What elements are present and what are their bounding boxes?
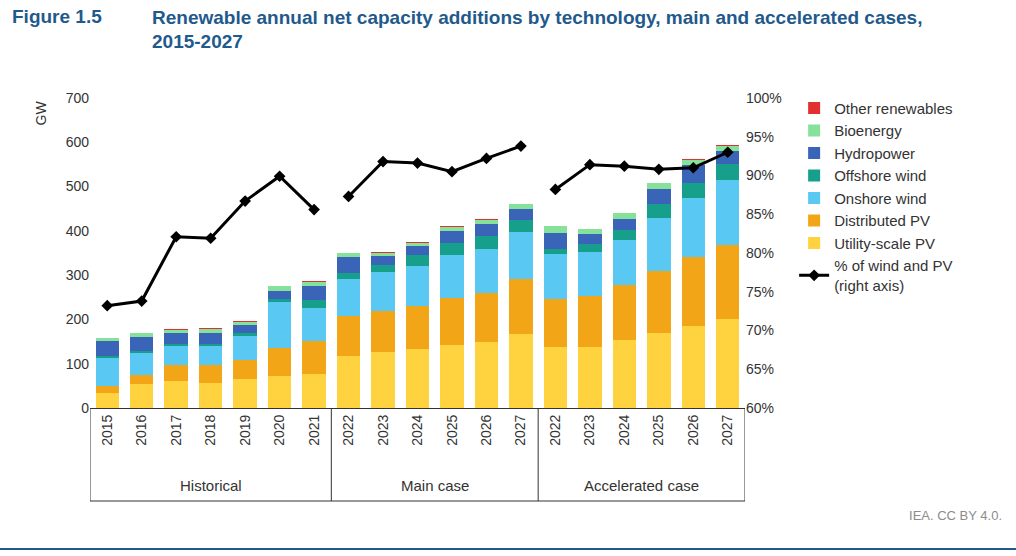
html-text:Figure 1.5: Figure 1.5 — [12, 6, 102, 27]
svg-text:Onshore wind: Onshore wind — [834, 190, 927, 207]
svg-text:100%: 100% — [746, 90, 782, 106]
svg-text:Accelerated case: Accelerated case — [584, 477, 699, 494]
svg-text:100: 100 — [66, 356, 90, 372]
svg-text:2019: 2019 — [237, 414, 253, 445]
html-text:IEA. CC BY 4.0.: IEA. CC BY 4.0. — [909, 508, 1002, 523]
svg-text:80%: 80% — [746, 245, 774, 261]
svg-text:700: 700 — [66, 90, 90, 106]
svg-text:2026: 2026 — [685, 414, 701, 445]
svg-text:Hydropower: Hydropower — [834, 145, 915, 162]
svg-text:70%: 70% — [746, 322, 774, 338]
svg-text:85%: 85% — [746, 206, 774, 222]
svg-text:0: 0 — [81, 400, 89, 416]
svg-text:2025: 2025 — [650, 414, 666, 445]
svg-text:2021: 2021 — [306, 414, 322, 445]
svg-text:90%: 90% — [746, 167, 774, 183]
svg-text:Main case: Main case — [401, 477, 469, 494]
svg-text:2016: 2016 — [133, 414, 149, 445]
svg-text:Other renewables: Other renewables — [834, 100, 952, 117]
svg-text:500: 500 — [66, 178, 90, 194]
svg-text:% of wind and PV(right axis): % of wind and PV(right axis) — [834, 257, 952, 294]
svg-text:2022: 2022 — [340, 414, 356, 445]
svg-text:2026: 2026 — [478, 414, 494, 445]
svg-text:2027: 2027 — [719, 414, 735, 445]
svg-text:Distributed PV: Distributed PV — [834, 212, 930, 229]
svg-text:GW: GW — [33, 100, 49, 125]
svg-text:2024: 2024 — [616, 414, 632, 445]
svg-text:200: 200 — [66, 311, 90, 327]
svg-text:2020: 2020 — [271, 414, 287, 445]
svg-text:600: 600 — [66, 134, 90, 150]
svg-text:Offshore wind: Offshore wind — [834, 167, 926, 184]
svg-text:Bioenergy: Bioenergy — [834, 122, 902, 139]
svg-text:2027: 2027 — [512, 414, 528, 445]
svg-text:65%: 65% — [746, 361, 774, 377]
svg-text:2017: 2017 — [168, 414, 184, 445]
svg-text:2023: 2023 — [375, 414, 391, 445]
svg-text:2023: 2023 — [581, 414, 597, 445]
svg-text:Utility-scale PV: Utility-scale PV — [834, 235, 935, 252]
svg-text:75%: 75% — [746, 284, 774, 300]
html-text:Renewable annual net capacity: Renewable annual net capacity additions … — [152, 7, 923, 52]
svg-text:60%: 60% — [746, 400, 774, 416]
svg-text:2022: 2022 — [547, 414, 563, 445]
svg-text:2015: 2015 — [99, 414, 115, 445]
svg-text:95%: 95% — [746, 129, 774, 145]
svg-text:2024: 2024 — [409, 414, 425, 445]
svg-text:2025: 2025 — [444, 414, 460, 445]
svg-text:400: 400 — [66, 223, 90, 239]
svg-text:Historical: Historical — [180, 477, 242, 494]
svg-text:300: 300 — [66, 267, 90, 283]
svg-text:2018: 2018 — [202, 414, 218, 445]
